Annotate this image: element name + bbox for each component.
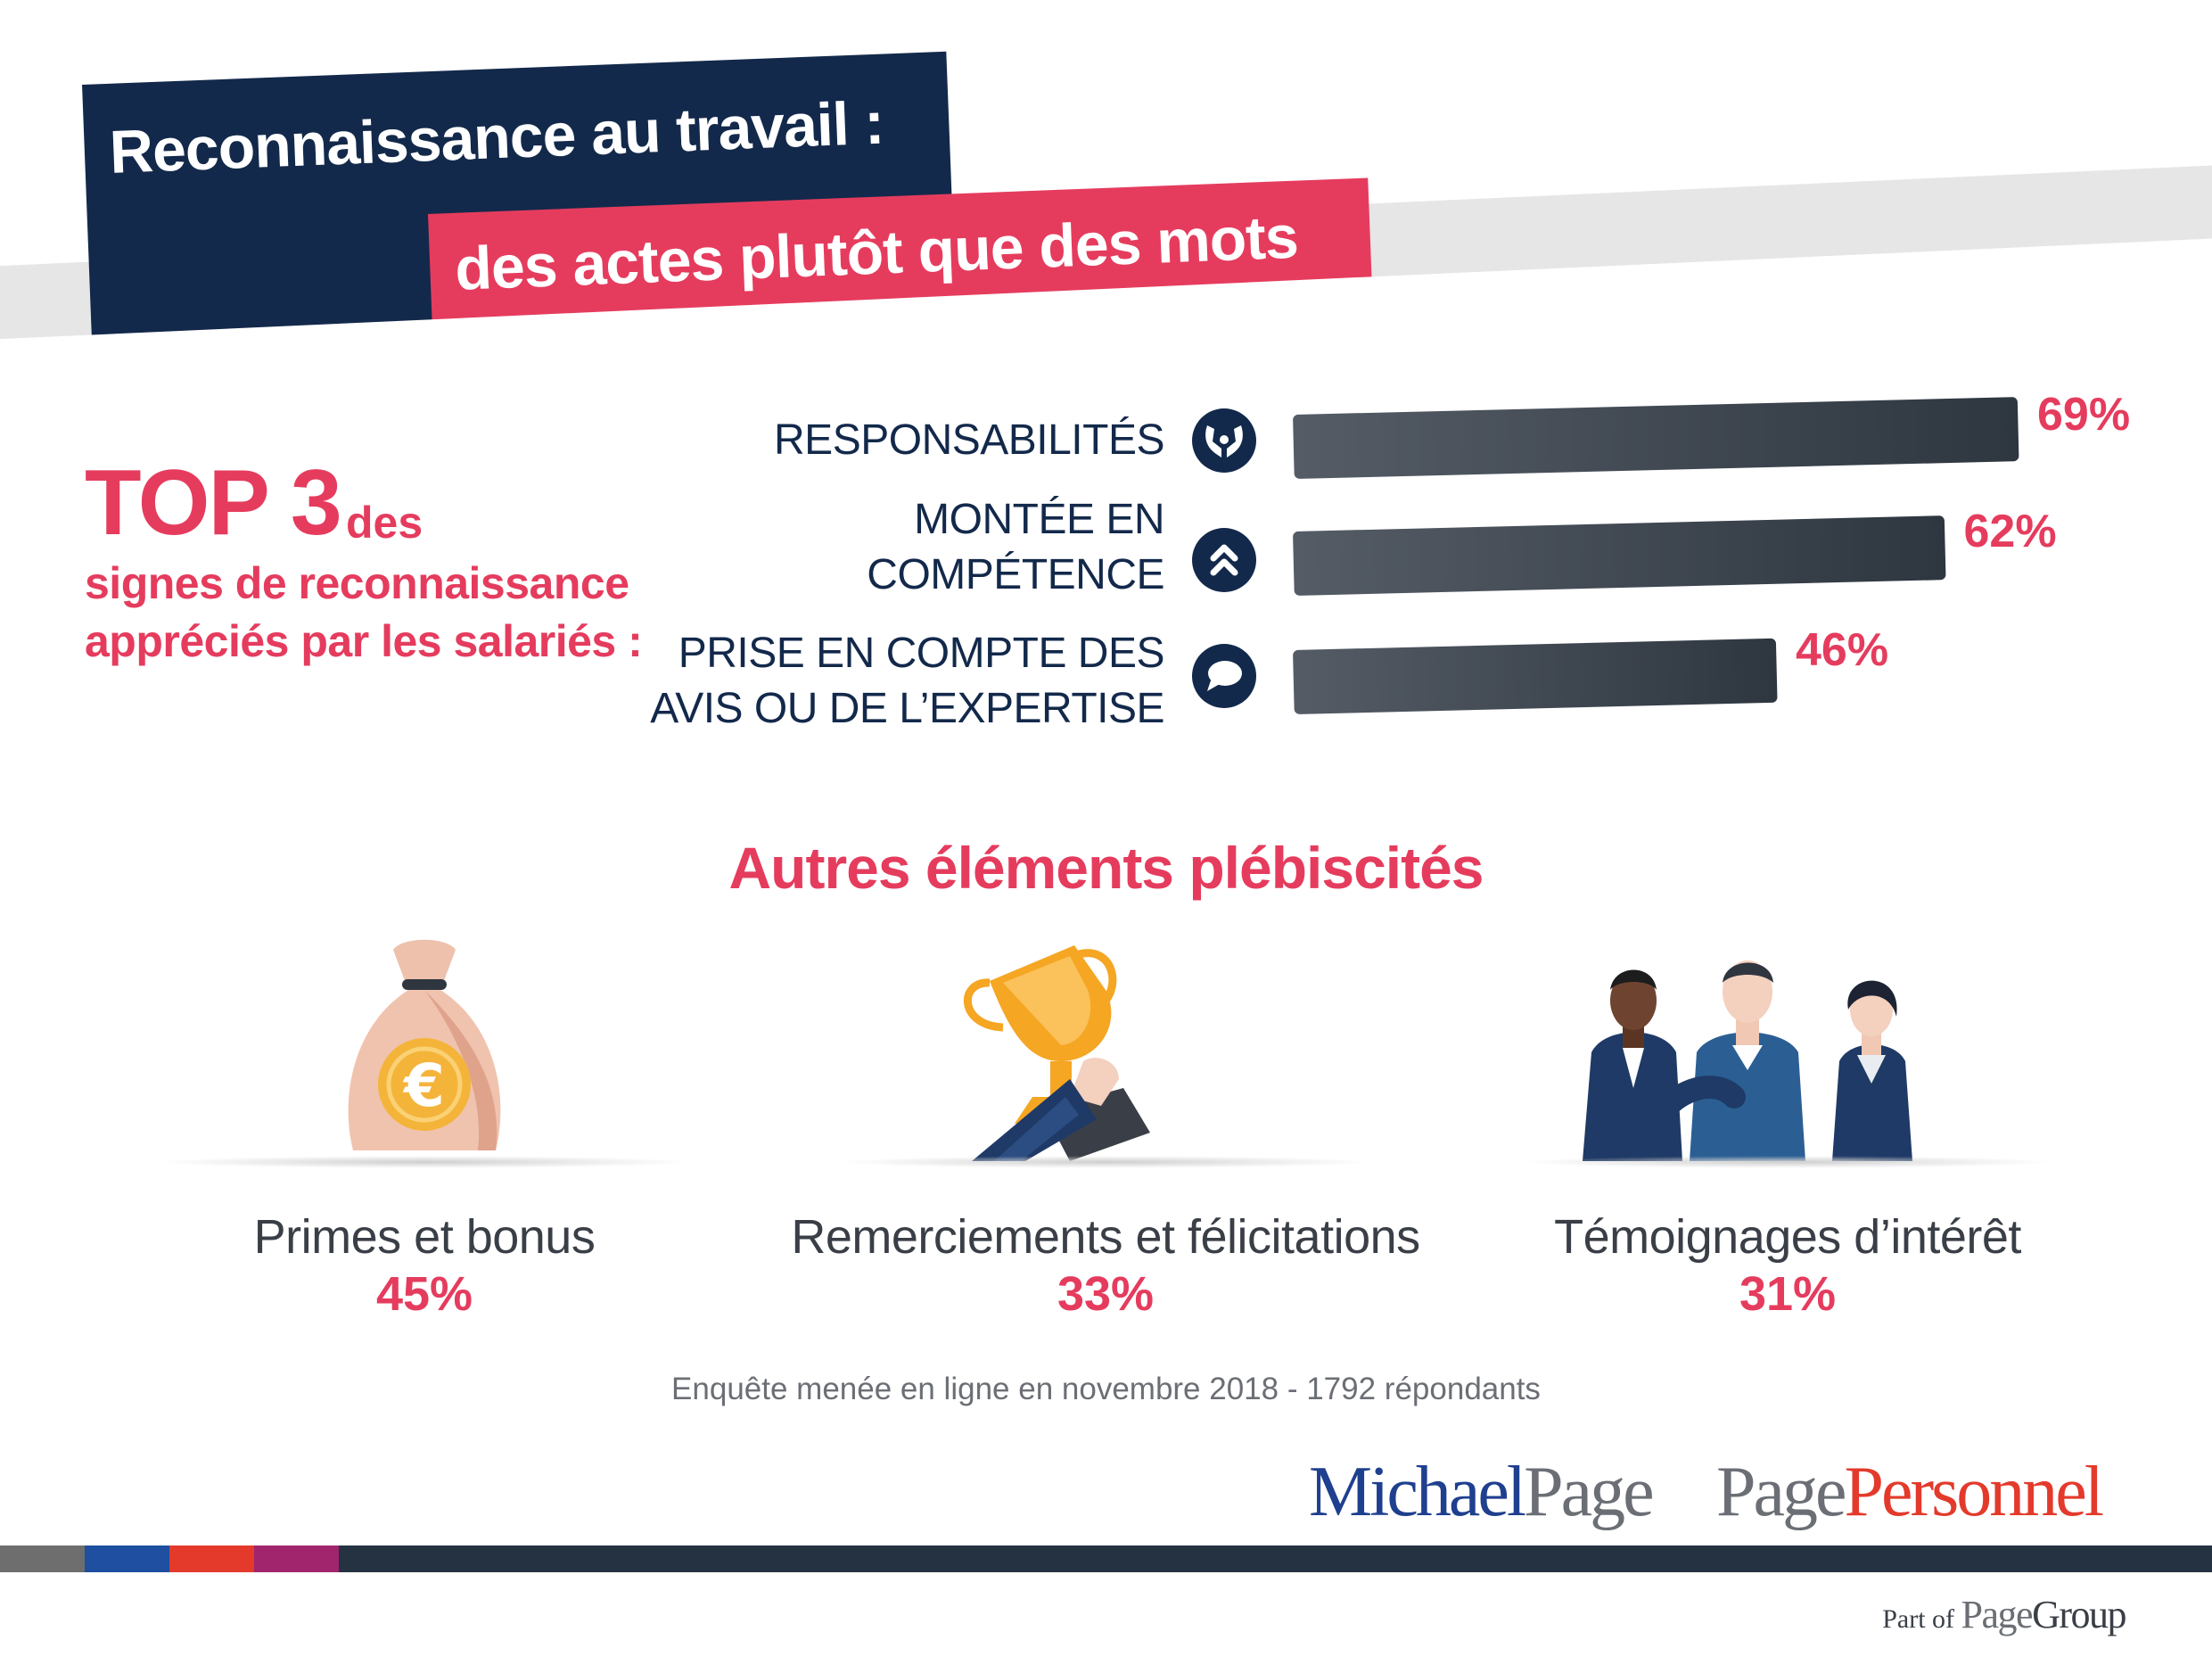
money-bag-euro-icon: € [86, 927, 763, 1168]
other-item-1: € Primes et bonus 45% [86, 927, 763, 1322]
other-item-3-value: 31% [1739, 1267, 1837, 1321]
ground-shadow [1520, 1156, 2055, 1168]
category-label-3-line1: PRISE EN COMPTE DES [678, 630, 1165, 677]
logo-mp-part1: Michael [1309, 1453, 1526, 1531]
team-people-icon [1449, 927, 2126, 1168]
top3-des: des [346, 498, 423, 548]
title-line1: Reconnaissance au travail : [108, 88, 885, 186]
top3-subtitle-line2: appréciés par les salariés : [85, 616, 643, 666]
bar-value-2: 62% [1963, 506, 2057, 557]
category-label-3: PRISE EN COMPTE DES AVIS OU DE L’EXPERTI… [650, 626, 1164, 737]
svg-text:€: € [402, 1051, 445, 1120]
category-label-2-line1: MONTÉE EN [914, 496, 1164, 543]
page-personnel-logo: PagePersonnel [1716, 1452, 2105, 1533]
other-item-3-label: Témoignages d’intérêt [1554, 1210, 2021, 1264]
ground-shadow [157, 1156, 692, 1168]
bar-value-3: 46% [1796, 624, 1889, 676]
logo-pp-part2: Personnel [1844, 1453, 2105, 1531]
part-of-pagegroup: Part of PageGroup [1882, 1592, 2126, 1637]
bar-value-1: 69% [2037, 389, 2131, 441]
category-label-3-line2: AVIS OU DE L’EXPERTISE [650, 685, 1164, 732]
other-item-2-value: 33% [1057, 1267, 1155, 1321]
chevrons-up-icon [1192, 528, 1256, 592]
other-item-2: Remerciements et félicitations 33% [767, 927, 1444, 1322]
stripe-dark [339, 1545, 2212, 1572]
top3-heading: TOP 3 [85, 451, 342, 555]
stripe-grey [0, 1545, 85, 1572]
other-item-2-label: Remerciements et félicitations [791, 1210, 1420, 1264]
partof-group: Group [2032, 1593, 2126, 1636]
stripe-purple [254, 1545, 339, 1572]
ground-shadow [838, 1156, 1373, 1168]
logo-mp-part2: Page [1524, 1453, 1655, 1531]
stripe-blue [85, 1545, 169, 1572]
others-title: Autres éléments plébiscités [728, 835, 1484, 901]
other-item-1-value: 45% [375, 1267, 473, 1321]
category-label-1-line1: RESPONSABILITÉS [774, 416, 1164, 464]
logo-pp-part1: Page [1716, 1453, 1847, 1531]
michael-page-logo: MichaelPage [1309, 1452, 1655, 1533]
hands-icon [1192, 408, 1256, 473]
survey-note: Enquête menée en ligne en novembre 2018 … [671, 1372, 1541, 1406]
other-item-1-label: Primes et bonus [253, 1210, 596, 1264]
bar-3 [1293, 638, 1778, 714]
speech-bubble-icon [1192, 644, 1256, 708]
stripe-red [169, 1545, 254, 1572]
trophy-hand-icon [767, 927, 1444, 1168]
other-item-3: Témoignages d’intérêt 31% [1449, 927, 2126, 1322]
category-label-2-line2: COMPÉTENCE [867, 551, 1164, 598]
partof-text: Part of [1882, 1604, 1955, 1634]
category-label-1: RESPONSABILITÉS [774, 413, 1164, 468]
partof-page: Page [1961, 1593, 2034, 1636]
top3-subtitle-line1: signes de reconnaissance [85, 558, 629, 608]
category-label-2: MONTÉE EN COMPÉTENCE [867, 492, 1164, 603]
